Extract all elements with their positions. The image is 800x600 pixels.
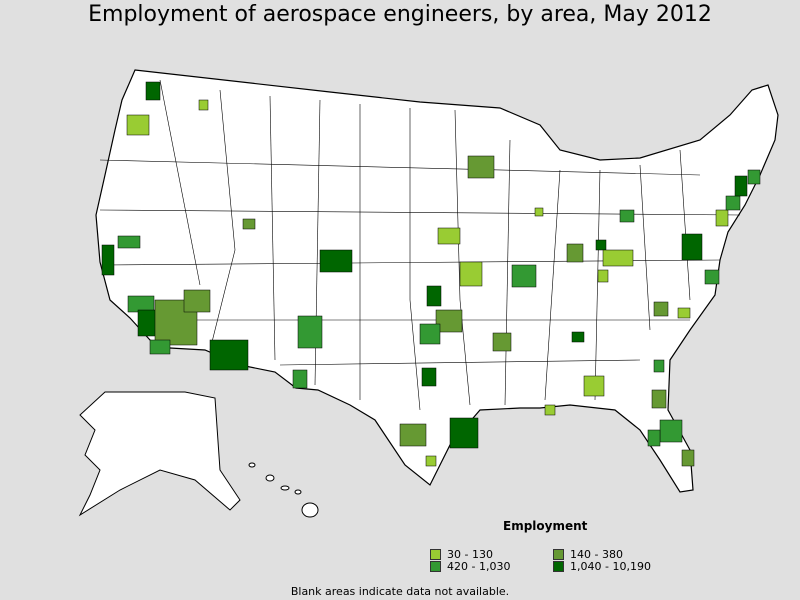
area-austin bbox=[399, 423, 427, 447]
legend-label: 140 - 380 bbox=[570, 548, 623, 561]
area-losangeles bbox=[137, 309, 157, 337]
area-dallas bbox=[421, 367, 437, 387]
area-boston bbox=[747, 169, 761, 185]
legend-label: 30 - 130 bbox=[447, 548, 493, 561]
legend-item: 1,040 - 10,190 bbox=[553, 560, 651, 573]
area-virginiabeach bbox=[704, 269, 720, 285]
alaska-shape bbox=[78, 391, 241, 517]
legend-swatch bbox=[553, 549, 564, 560]
area-raleigh bbox=[677, 307, 691, 319]
area-charleston bbox=[653, 359, 665, 373]
footnote: Blank areas indicate data not available. bbox=[290, 585, 510, 598]
area-denver bbox=[319, 249, 353, 273]
area-westpalm bbox=[681, 449, 695, 467]
legend-swatch bbox=[553, 561, 564, 572]
employment-areas bbox=[101, 81, 761, 467]
area-portland bbox=[126, 114, 150, 136]
area-cincinnati bbox=[602, 249, 634, 267]
area-philadelphia bbox=[715, 209, 729, 227]
area-detroit bbox=[619, 209, 635, 223]
area-albuquerque bbox=[297, 315, 323, 349]
area-lasvegas bbox=[183, 289, 211, 313]
area-minneapolis bbox=[467, 155, 495, 179]
area-newyork bbox=[725, 195, 741, 211]
area-tampa bbox=[647, 429, 661, 447]
area-oklahomacity bbox=[419, 323, 441, 345]
area-washington bbox=[681, 233, 703, 261]
area-memphis bbox=[492, 332, 512, 352]
legend-swatch bbox=[430, 561, 441, 572]
area-huntsville bbox=[571, 331, 585, 343]
area-omaha bbox=[437, 227, 461, 245]
area-corpuschristi bbox=[425, 455, 437, 467]
area-phoenix bbox=[209, 339, 249, 371]
legend-swatch bbox=[430, 549, 441, 560]
area-jacksonville bbox=[651, 389, 667, 409]
area-kansascity bbox=[459, 261, 483, 287]
area-tulsa bbox=[435, 309, 463, 333]
area-chicago bbox=[534, 207, 544, 217]
area-ogden bbox=[242, 218, 256, 230]
area-wichita bbox=[426, 285, 442, 307]
area-sacramento bbox=[117, 235, 141, 249]
area-spokane bbox=[198, 99, 209, 111]
area-mobile bbox=[544, 404, 556, 416]
area-bakersfield bbox=[127, 295, 155, 313]
area-houston bbox=[449, 417, 479, 449]
area-tucson bbox=[292, 369, 308, 389]
area-sanfrancisco bbox=[101, 244, 115, 276]
area-charlotte bbox=[653, 301, 669, 317]
area-louisville bbox=[597, 269, 609, 283]
hawaii-islands bbox=[248, 462, 319, 518]
legend-title: Employment bbox=[503, 519, 588, 533]
legend-label: 1,040 - 10,190 bbox=[570, 560, 651, 573]
legend-label: 420 - 1,030 bbox=[447, 560, 511, 573]
area-dayton bbox=[595, 239, 607, 251]
legend-item: 140 - 380 bbox=[553, 548, 623, 561]
map-title: Employment of aerospace engineers, by ar… bbox=[88, 2, 712, 27]
legend-item: 420 - 1,030 bbox=[430, 560, 510, 573]
area-sandiego bbox=[149, 339, 171, 355]
area-hartford bbox=[734, 175, 748, 197]
area-orlando bbox=[659, 419, 683, 443]
legend-item: 30 - 130 bbox=[430, 548, 493, 561]
area-stlouis bbox=[511, 264, 537, 288]
area-atlanta bbox=[583, 375, 605, 397]
area-indianapolis bbox=[566, 243, 584, 263]
area-seattle bbox=[145, 81, 161, 101]
